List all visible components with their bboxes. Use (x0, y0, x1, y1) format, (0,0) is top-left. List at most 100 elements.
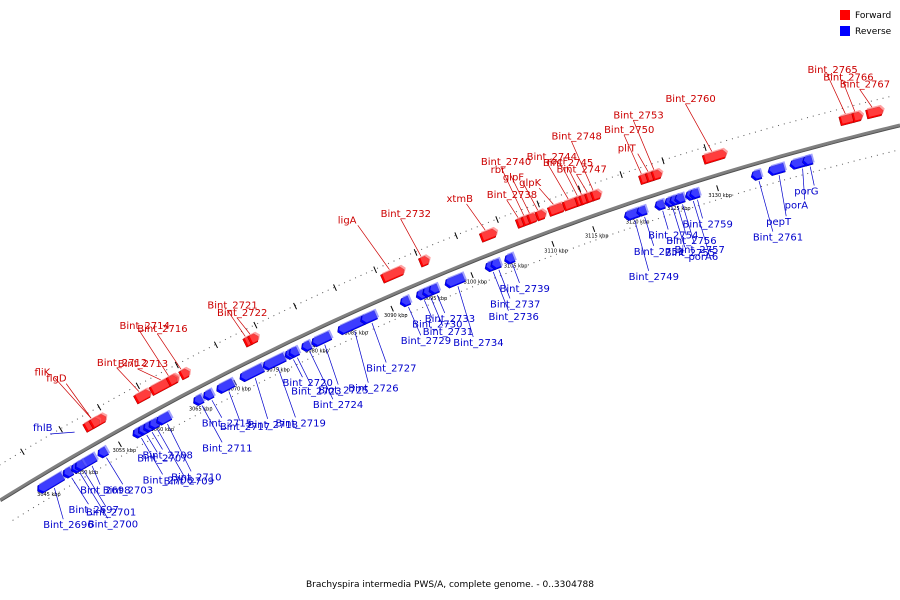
scale-tick (58, 425, 63, 433)
gene-label-Bint_2729: Bint_2729 (401, 336, 451, 347)
gene-highlight (167, 373, 179, 385)
gene-leader-line (562, 167, 578, 196)
gene-Bint_2718 (239, 361, 267, 383)
legend-reverse-swatch (840, 26, 850, 36)
gene-leader-line (139, 330, 169, 376)
gene-leader-line (137, 368, 161, 381)
gene-leader-line (457, 286, 474, 338)
gene-label-Bint_2740: Bint_2740 (481, 157, 531, 168)
gene-highlight (64, 465, 76, 477)
gene-label-Bint_2730: Bint_2730 (412, 319, 462, 330)
gene-label-Bint_2757: Bint_2757 (675, 245, 725, 256)
scale-tick (213, 341, 218, 349)
gene-highlight (752, 168, 764, 179)
gene-leader-line (167, 423, 192, 472)
scale-tick (333, 284, 337, 292)
gene-Bint_2757 (674, 191, 687, 205)
gene-highlight (656, 197, 668, 209)
gene-leader-line (500, 166, 524, 216)
gene-highlight (401, 294, 413, 305)
gene-leader-line (227, 310, 246, 337)
gene-label-Bint_2750: Bint_2750 (604, 125, 654, 136)
gene-label-rocF: rocF (547, 156, 569, 167)
gene-leader-line (79, 472, 109, 519)
gene-label-Bint_2759: Bint_2759 (683, 219, 733, 230)
gene-Bint_2714 (165, 373, 179, 387)
gene-Bint_2712 (133, 387, 153, 405)
gene-Bint_2753 (650, 167, 664, 181)
gene-leader-line (371, 322, 387, 363)
scale-tick (536, 200, 540, 208)
label-layer: Bint_2767Bint_2766Bint_2765Bint_2760Bint… (33, 65, 890, 531)
gene-highlight (381, 264, 406, 282)
gene-leader-line (827, 74, 846, 114)
legend-reverse-label: Reverse (855, 27, 892, 37)
gene-label-Bint_2721: Bint_2721 (207, 300, 257, 311)
gene-highlight (81, 451, 99, 467)
gene-highlight (302, 338, 314, 350)
gene-Bint_2754 (654, 197, 668, 211)
gene-label-Bint_2709: Bint_2709 (164, 476, 214, 487)
gene-label-Bint_2711: Bint_2711 (202, 443, 252, 454)
gene-Bint_2701 (74, 457, 88, 472)
genome-caption: Brachyspira intermedia PWS/A, complete g… (306, 580, 594, 590)
gene-highlight (158, 409, 174, 424)
gene-Bint_2737 (490, 256, 504, 270)
gene-label-Bint_2726: Bint_2726 (348, 384, 398, 395)
gene-leader-line (682, 204, 695, 245)
gene-leader-line (506, 199, 519, 218)
gene-leader-line (106, 457, 124, 485)
gene-label-Bint_2715: Bint_2715 (202, 419, 252, 430)
gene-leader-line (859, 89, 873, 108)
scale-tick-label: 3085 kbp (345, 331, 369, 337)
gene-Bint_2719 (262, 351, 288, 371)
gene-highlight (652, 167, 664, 179)
gene-label-Bint_2745: Bint_2745 (543, 158, 593, 169)
gene-label-Bint_2719: Bint_2719 (275, 418, 325, 429)
gene-label-Bint_2701: Bint_2701 (86, 508, 136, 519)
scale-tick-label: 3110 kbp (544, 248, 568, 254)
gene-label-Bint_2720: Bint_2720 (282, 378, 332, 389)
gene-label-Bint_2706: Bint_2706 (143, 475, 193, 486)
gene-leader-line (842, 82, 856, 112)
gene-Bint_2725 (311, 329, 334, 348)
gene-leader-line (156, 333, 182, 370)
gene-Bint_2760 (701, 147, 728, 165)
gene-leader-line (293, 359, 303, 378)
gene-leader-line (54, 487, 64, 520)
genome-backbone-shadow (0, 126, 900, 502)
gene-leader-line (354, 330, 369, 383)
gene-label-Bint_2748: Bint_2748 (551, 131, 601, 142)
gene-label-Bint_2727: Bint_2727 (366, 363, 416, 374)
gene-leader-line (512, 264, 520, 283)
gene-highlight (313, 329, 334, 345)
gene-label-Bint_2700: Bint_2700 (88, 519, 138, 530)
gene-leader-line (71, 477, 89, 505)
gene-ligA (380, 264, 406, 284)
gene-label-Bint_2732: Bint_2732 (381, 209, 431, 220)
gene-leader-line (566, 166, 582, 195)
gene-highlight (419, 254, 431, 266)
scale-tick (390, 305, 394, 312)
gene-label-Bint_2723: Bint_2723 (291, 386, 341, 397)
scale-tick-label: 3105 kbp (504, 264, 528, 270)
gene-highlight (480, 226, 499, 241)
gene-leader-line (141, 437, 163, 475)
gene-Bint_2703 (97, 444, 111, 459)
scale-tick-label: 3100 kbp (464, 279, 488, 285)
scale-tick-label: 3080 kbp (305, 349, 329, 355)
gene-leader-line (809, 166, 815, 186)
gene-leader-line (297, 357, 312, 386)
gene-label-Bint_2707: Bint_2707 (137, 453, 187, 464)
gene-Bint_2748 (589, 188, 603, 202)
gene-leader-line (546, 161, 569, 200)
gene-highlight (362, 308, 380, 323)
gene-leader-line (49, 431, 75, 435)
gene-xtmB (478, 226, 499, 243)
gene-leader-line (91, 465, 101, 485)
gene-label-porA6: porA6 (688, 252, 718, 263)
gene-label-Bint_2739: Bint_2739 (499, 284, 549, 295)
gene-leader-line (498, 269, 511, 299)
scale-tick-label: 3060 kbp (151, 427, 175, 433)
gene-Bint_2767 (865, 104, 885, 120)
